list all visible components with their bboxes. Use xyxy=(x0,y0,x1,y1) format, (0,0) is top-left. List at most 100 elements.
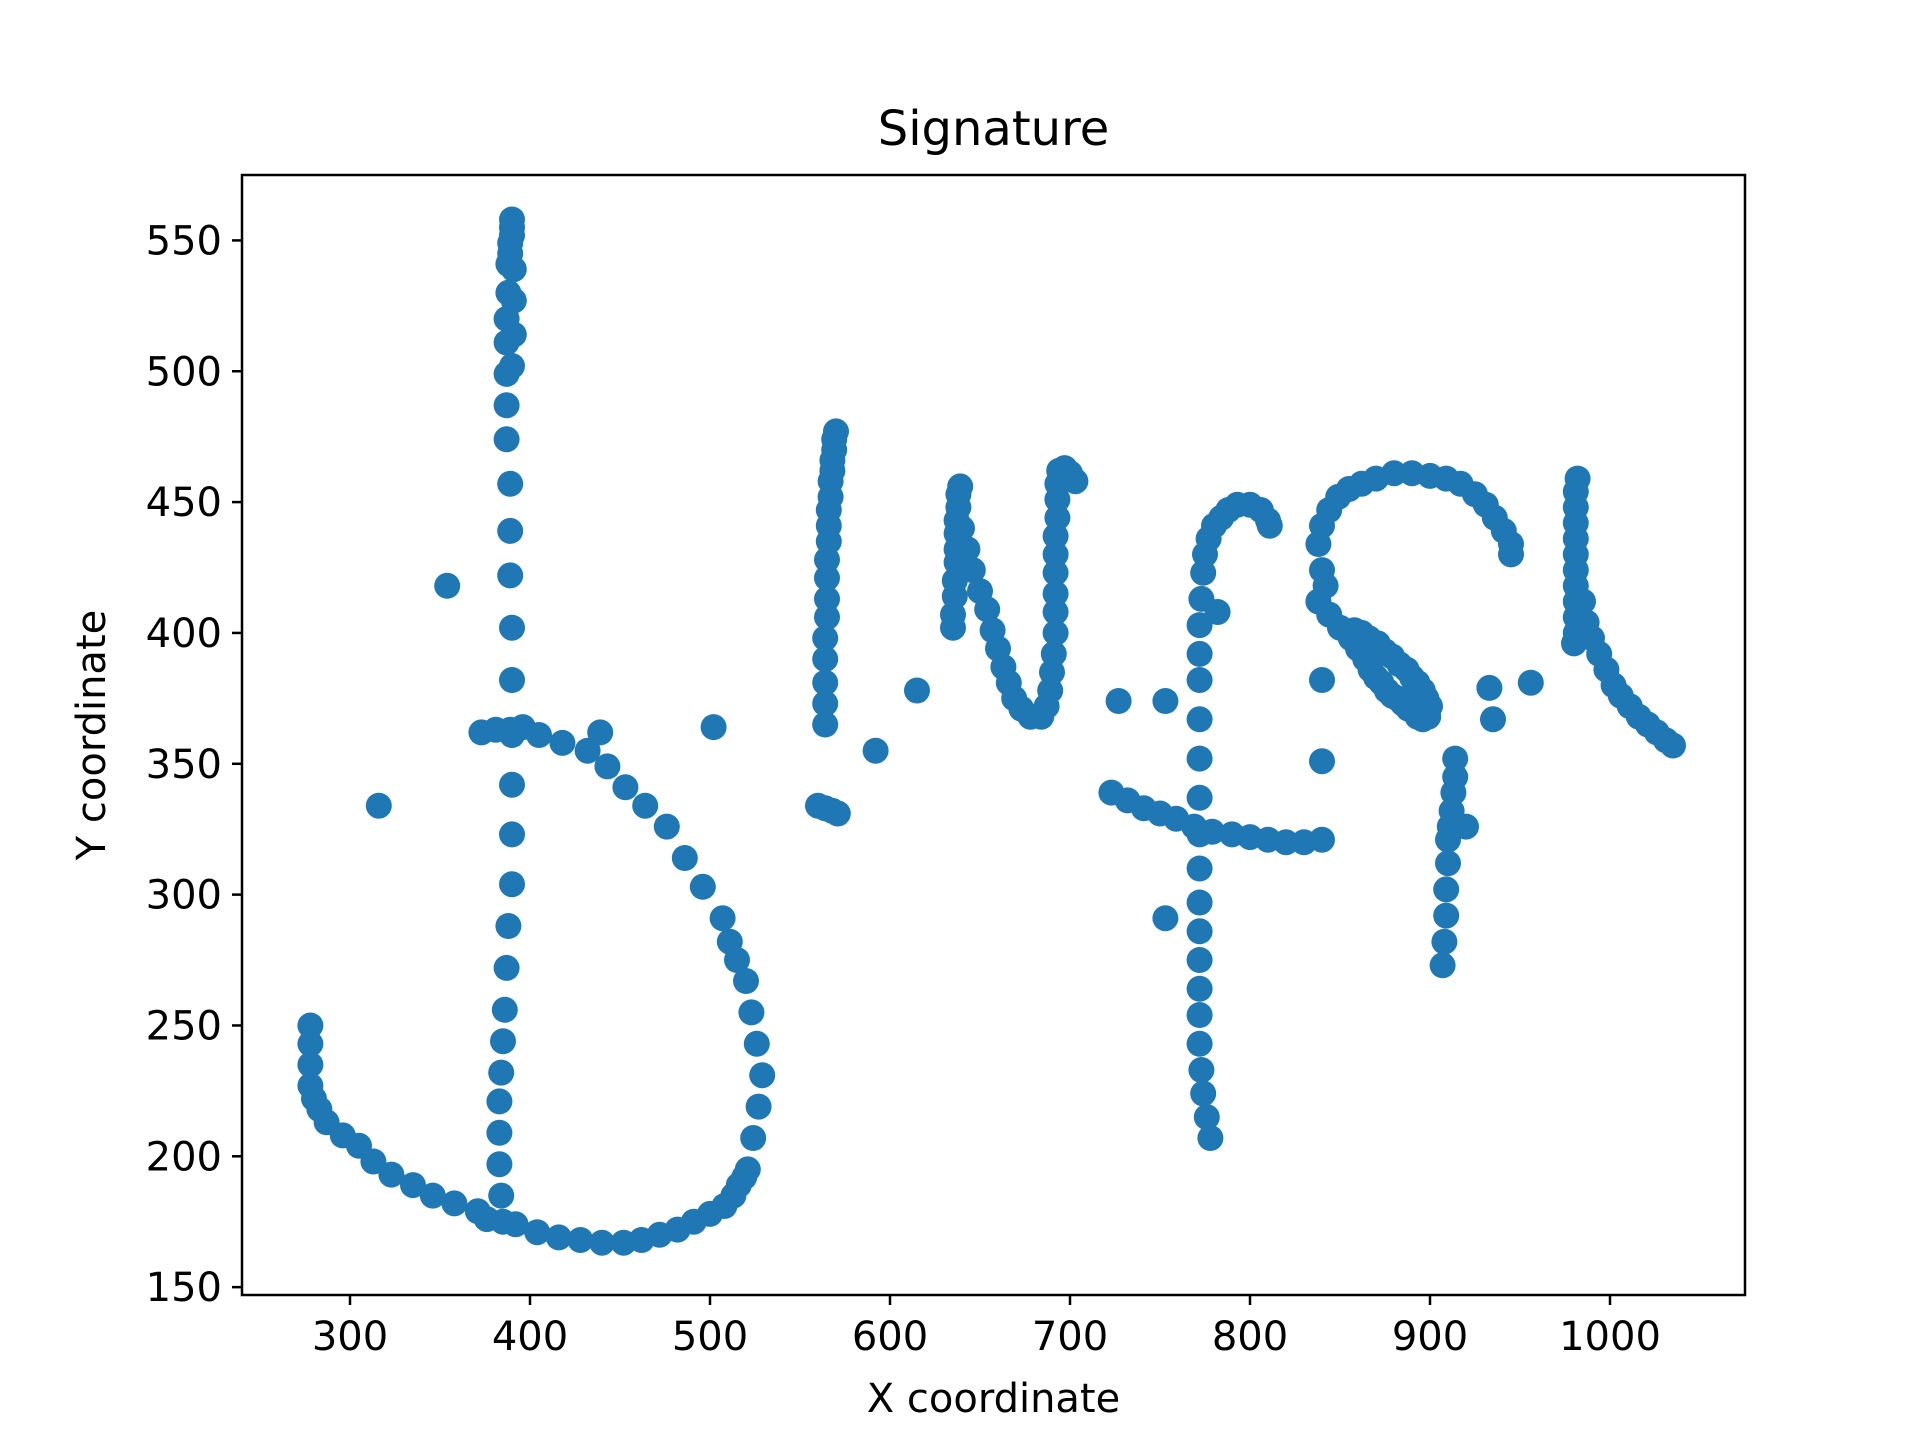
scatter-point xyxy=(1435,826,1461,853)
scatter-point xyxy=(468,719,495,746)
scatter-point xyxy=(419,1182,446,1209)
scatter-point xyxy=(1042,599,1069,625)
scatter-point xyxy=(594,753,621,780)
y-tick-label: 150 xyxy=(146,1265,222,1311)
scatter-point xyxy=(1429,952,1456,979)
scatter-point xyxy=(1186,821,1213,848)
y-axis-label: Y coordinate xyxy=(69,610,115,862)
scatter-point xyxy=(365,792,392,819)
scatter-point xyxy=(814,546,840,573)
scatter-point xyxy=(1152,688,1179,714)
scatter-point xyxy=(378,1161,405,1188)
scatter-point xyxy=(1480,706,1506,733)
scatter-point xyxy=(1105,688,1132,714)
scatter-point xyxy=(297,1051,324,1078)
plot-area-frame xyxy=(240,173,1747,1297)
scatter-point xyxy=(567,1227,594,1253)
scatter-point xyxy=(497,470,524,497)
scatter-point xyxy=(959,557,986,584)
scatter-point xyxy=(1186,1030,1213,1057)
scatter-point xyxy=(1044,504,1071,531)
scatter-point xyxy=(1309,667,1335,693)
scatter-point xyxy=(738,999,765,1026)
scatter-point xyxy=(1040,640,1067,667)
y-tick-label: 550 xyxy=(146,218,222,264)
scatter-point xyxy=(545,1224,572,1251)
x-tick-label: 700 xyxy=(1032,1314,1108,1360)
scatter-point xyxy=(1431,928,1458,955)
scatter-point xyxy=(1186,918,1213,945)
scatter-point xyxy=(1186,784,1213,811)
scatter-point xyxy=(1309,826,1335,853)
scatter-point xyxy=(434,572,461,599)
scatter-point xyxy=(814,585,840,612)
scatter-point xyxy=(1312,572,1339,599)
scatter-point xyxy=(441,1190,468,1217)
scatter-point xyxy=(1435,850,1461,877)
scatter-point xyxy=(497,517,524,544)
scatter-point xyxy=(1186,889,1213,916)
scatter-point xyxy=(1186,706,1213,733)
scatter-point xyxy=(499,667,525,693)
scatter-point xyxy=(493,360,520,387)
x-axis-ticks: 300 400 500 600 700 800 900 1000 xyxy=(312,1295,1661,1360)
scatter-point xyxy=(749,1062,776,1089)
scatter-point xyxy=(574,737,601,764)
scatter-point xyxy=(1517,669,1544,696)
scatter-point xyxy=(488,1059,515,1086)
y-tick-label: 400 xyxy=(146,611,222,657)
scatter-point xyxy=(499,821,525,848)
x-tick-label: 500 xyxy=(672,1314,748,1360)
scatter-point xyxy=(486,1119,513,1146)
scatter-point xyxy=(1190,1080,1217,1107)
y-tick-label: 500 xyxy=(146,349,222,395)
y-axis-ticks: 150 200 250 300 350 400 450 500 550 xyxy=(146,218,242,1311)
scatter-point xyxy=(1188,1057,1215,1083)
scatter-point xyxy=(904,677,930,704)
scatter-point xyxy=(493,392,520,419)
scatter-point xyxy=(360,1148,387,1175)
scatter-point xyxy=(940,614,966,641)
scatter-point xyxy=(493,426,520,453)
y-tick-label: 250 xyxy=(146,1003,222,1049)
scatter-point xyxy=(1062,468,1089,495)
scatter-point xyxy=(297,1030,324,1057)
scatter-point xyxy=(499,614,525,641)
scatter-point xyxy=(524,1219,551,1246)
scatter-point xyxy=(812,625,839,652)
scatter-point xyxy=(400,1172,426,1199)
scatter-point xyxy=(1042,619,1069,646)
scatter-point xyxy=(589,1229,615,1256)
scatter-point xyxy=(1186,947,1213,973)
scatter-point xyxy=(1186,855,1213,882)
scatter-point xyxy=(745,1093,772,1120)
scatter-point xyxy=(716,928,743,955)
scatter-point xyxy=(733,968,759,994)
scatter-point xyxy=(812,646,839,673)
scatter-point xyxy=(502,1211,529,1238)
scatter-point xyxy=(1193,1104,1220,1131)
scatter-point xyxy=(497,562,524,589)
scatter-point xyxy=(500,256,527,283)
scatter-point xyxy=(1341,617,1368,644)
scatter-point xyxy=(1204,599,1231,625)
scatter-point xyxy=(1476,674,1503,701)
scatter-point xyxy=(493,329,520,356)
x-tick-label: 900 xyxy=(1392,1314,1468,1360)
chart-title: Signature xyxy=(878,101,1110,157)
scatter-point xyxy=(632,792,659,819)
scatter-point xyxy=(1433,876,1460,903)
scatter-point xyxy=(974,596,1001,623)
scatter-point xyxy=(954,536,981,563)
x-tick-label: 1000 xyxy=(1559,1314,1661,1360)
x-tick-label: 800 xyxy=(1212,1314,1288,1360)
scatter-point xyxy=(1273,829,1299,856)
scatter-point xyxy=(488,1182,515,1209)
x-tick-label: 600 xyxy=(852,1314,928,1360)
scatter-point xyxy=(486,1088,513,1115)
scatter-point xyxy=(297,1012,324,1039)
scatter-point xyxy=(612,774,639,801)
scatter-point xyxy=(1186,975,1213,1002)
scatter-point xyxy=(1042,580,1069,607)
y-tick-label: 350 xyxy=(146,742,222,788)
